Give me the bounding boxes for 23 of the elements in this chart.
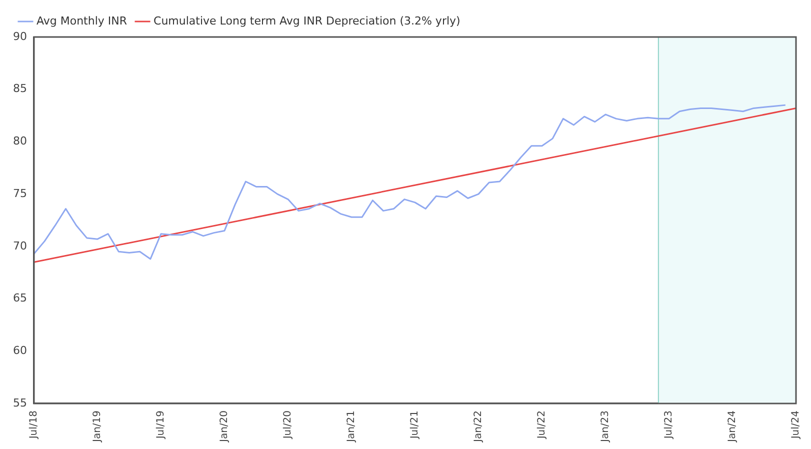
y-tick-label: 70 <box>12 239 27 252</box>
y-tick-label: 90 <box>12 30 27 43</box>
y-tick-label: 75 <box>12 186 27 200</box>
y-tick-label: 65 <box>12 292 27 305</box>
x-tick-label: Jul/19 <box>156 410 167 440</box>
y-tick-label: 60 <box>12 344 27 357</box>
x-tick-label: Jan/19 <box>92 410 104 444</box>
x-tick-label: Jan/24 <box>727 410 738 444</box>
x-tick-label: Jul/24 <box>790 410 802 440</box>
x-tick-label: Jan/21 <box>346 410 358 444</box>
x-tick-label: Jul/21 <box>410 410 421 440</box>
y-tick-label: 85 <box>12 82 27 96</box>
x-tick-label: Jul/22 <box>536 410 548 440</box>
x-tick-label: Jul/20 <box>282 410 294 440</box>
legend-label: Avg Monthly INR <box>36 14 128 28</box>
x-tick-label: Jan/22 <box>473 410 484 444</box>
x-tick-label: Jul/18 <box>28 410 40 440</box>
y-tick-label: 55 <box>12 396 27 410</box>
legend-label: Cumulative Long term Avg INR Depreciation (3.2% yrly) <box>154 14 460 28</box>
x-tick-label: Jul/23 <box>664 410 675 440</box>
x-tick-label: Jan/23 <box>600 410 612 444</box>
x-tick-label: Jan/20 <box>219 410 230 444</box>
y-tick-label: 80 <box>12 134 27 148</box>
